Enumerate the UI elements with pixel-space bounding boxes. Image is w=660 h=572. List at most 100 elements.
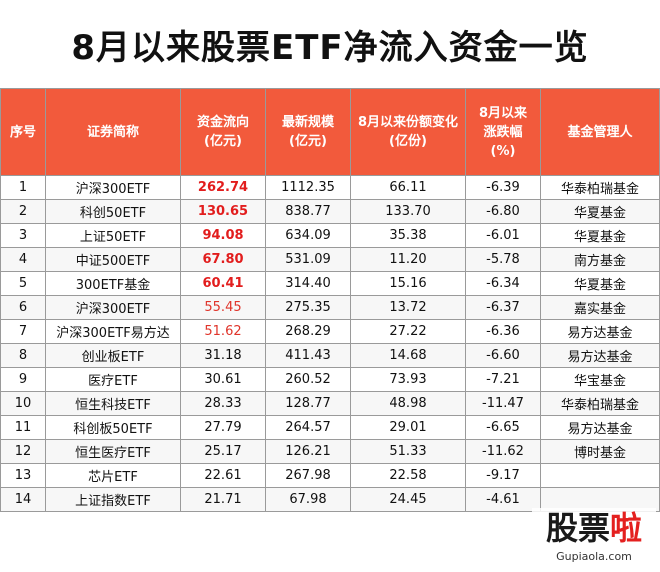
cell-manager: 易方达基金 — [540, 343, 660, 368]
cell-pct-change: -4.61 — [465, 487, 541, 512]
cell-name: 沪深300ETF易方达 — [45, 319, 181, 344]
table-row: 11 科创板50ETF 27.79 264.57 29.01 -6.65 易方达基金 — [0, 415, 660, 440]
cell-pct-change: -6.39 — [465, 175, 541, 200]
cell-scale: 126.21 — [265, 439, 351, 464]
cell-pct-change: -6.65 — [465, 415, 541, 440]
cell-share-change: 133.70 — [350, 199, 466, 224]
cell-flow: 60.41 — [180, 271, 266, 296]
header-line: (亿份) — [389, 134, 427, 149]
cell-pct-change: -6.34 — [465, 271, 541, 296]
cell-scale: 264.57 — [265, 415, 351, 440]
table-row: 2 科创50ETF 130.65 838.77 133.70 -6.80 华夏基金 — [0, 199, 660, 224]
header-manager: 基金管理人 — [540, 88, 660, 176]
cell-pct-change: -11.47 — [465, 391, 541, 416]
table-body: 1 沪深300ETF 262.74 1112.35 66.11 -6.39 华泰柏瑞基金 2 科… — [0, 175, 660, 512]
cell-no: 11 — [0, 415, 46, 440]
cell-scale: 838.77 — [265, 199, 351, 224]
cell-no: 4 — [0, 247, 46, 272]
header-no: 序号 — [0, 88, 46, 176]
cell-no: 9 — [0, 367, 46, 392]
cell-manager: 华夏基金 — [540, 271, 660, 296]
header-line: 涨跌幅 — [483, 124, 523, 140]
cell-flow: 30.61 — [180, 367, 266, 392]
cell-flow: 31.18 — [180, 343, 266, 368]
header-line: 资金流向 — [196, 115, 249, 130]
table-row: 7 沪深300ETF易方达 51.62 268.29 27.22 -6.36 易方达基金 — [0, 319, 660, 344]
cell-name: 中证500ETF — [45, 247, 181, 272]
cell-scale: 634.09 — [265, 223, 351, 248]
cell-flow: 55.45 — [180, 295, 266, 320]
table-row: 10 恒生科技ETF 28.33 128.77 48.98 -11.47 华泰柏瑞基金 — [0, 391, 660, 416]
watermark-text-b: 啦 — [610, 509, 643, 547]
cell-pct-change: -5.78 — [465, 247, 541, 272]
cell-no: 3 — [0, 223, 46, 248]
header-line: 8月以来份额变化 — [357, 115, 459, 130]
header-line: 8月以来 — [478, 105, 528, 121]
cell-manager: 华夏基金 — [540, 223, 660, 248]
cell-manager: 易方达基金 — [540, 415, 660, 440]
cell-pct-change: -6.36 — [465, 319, 541, 344]
cell-flow: 94.08 — [180, 223, 266, 248]
cell-name: 上证50ETF — [45, 223, 181, 248]
cell-no: 10 — [0, 391, 46, 416]
cell-manager: 华泰柏瑞基金 — [540, 175, 660, 200]
cell-pct-change: -6.01 — [465, 223, 541, 248]
header-line: 序号 — [9, 124, 36, 140]
cell-flow: 21.71 — [180, 487, 266, 512]
header-line: (%) — [490, 143, 516, 159]
cell-no: 7 — [0, 319, 46, 344]
cell-share-change: 51.33 — [350, 439, 466, 464]
cell-flow: 67.80 — [180, 247, 266, 272]
watermark-text-a: 股票 — [545, 509, 610, 547]
cell-pct-change: -6.60 — [465, 343, 541, 368]
header-name: 证券简称 — [45, 88, 181, 176]
cell-pct-change: -11.62 — [465, 439, 541, 464]
cell-scale: 531.09 — [265, 247, 351, 272]
cell-name: 恒生医疗ETF — [45, 439, 181, 464]
cell-manager: 华宝基金 — [540, 367, 660, 392]
cell-name: 300ETF基金 — [45, 271, 181, 296]
table-row: 8 创业板ETF 31.18 411.43 14.68 -6.60 易方达基金 — [0, 343, 660, 368]
cell-scale: 268.29 — [265, 319, 351, 344]
cell-share-change: 15.16 — [350, 271, 466, 296]
cell-name: 创业板ETF — [45, 343, 181, 368]
cell-name: 芯片ETF — [45, 463, 181, 488]
cell-scale: 128.77 — [265, 391, 351, 416]
cell-pct-change: -7.21 — [465, 367, 541, 392]
cell-scale: 260.52 — [265, 367, 351, 392]
cell-flow: 28.33 — [180, 391, 266, 416]
cell-share-change: 48.98 — [350, 391, 466, 416]
cell-name: 恒生科技ETF — [45, 391, 181, 416]
cell-flow: 25.17 — [180, 439, 266, 464]
cell-scale: 411.43 — [265, 343, 351, 368]
cell-no: 5 — [0, 271, 46, 296]
cell-manager: 博时基金 — [540, 439, 660, 464]
header-line: 证券简称 — [86, 124, 139, 140]
header-share-change: 8月以来份额变化 (亿份) — [350, 88, 466, 176]
table-row: 3 上证50ETF 94.08 634.09 35.38 -6.01 华夏基金 — [0, 223, 660, 248]
cell-flow: 22.61 — [180, 463, 266, 488]
cell-name: 沪深300ETF — [45, 175, 181, 200]
cell-no: 13 — [0, 463, 46, 488]
header-line: (亿元) — [289, 134, 327, 149]
cell-no: 2 — [0, 199, 46, 224]
cell-manager: 嘉实基金 — [540, 295, 660, 320]
header-pct-change: 8月以来涨跌幅 (%) — [465, 88, 541, 176]
table-row: 14 上证指数ETF 21.71 67.98 24.45 -4.61 — [0, 487, 660, 512]
cell-pct-change: -9.17 — [465, 463, 541, 488]
cell-name: 科创板50ETF — [45, 415, 181, 440]
cell-manager: 易方达基金 — [540, 319, 660, 344]
table-row: 6 沪深300ETF 55.45 275.35 13.72 -6.37 嘉实基金 — [0, 295, 660, 320]
header-line: 最新规模 — [281, 115, 334, 130]
cell-name: 沪深300ETF — [45, 295, 181, 320]
cell-manager: 南方基金 — [540, 247, 660, 272]
page-title: 8月以来股票ETF净流入资金一览 — [71, 27, 589, 68]
cell-no: 8 — [0, 343, 46, 368]
cell-share-change: 14.68 — [350, 343, 466, 368]
cell-pct-change: -6.80 — [465, 199, 541, 224]
cell-manager: 华泰柏瑞基金 — [540, 391, 660, 416]
cell-no: 12 — [0, 439, 46, 464]
table-row: 13 芯片ETF 22.61 267.98 22.58 -9.17 — [0, 463, 660, 488]
header-scale: 最新规模 (亿元) — [265, 88, 351, 176]
cell-flow: 130.65 — [180, 199, 266, 224]
